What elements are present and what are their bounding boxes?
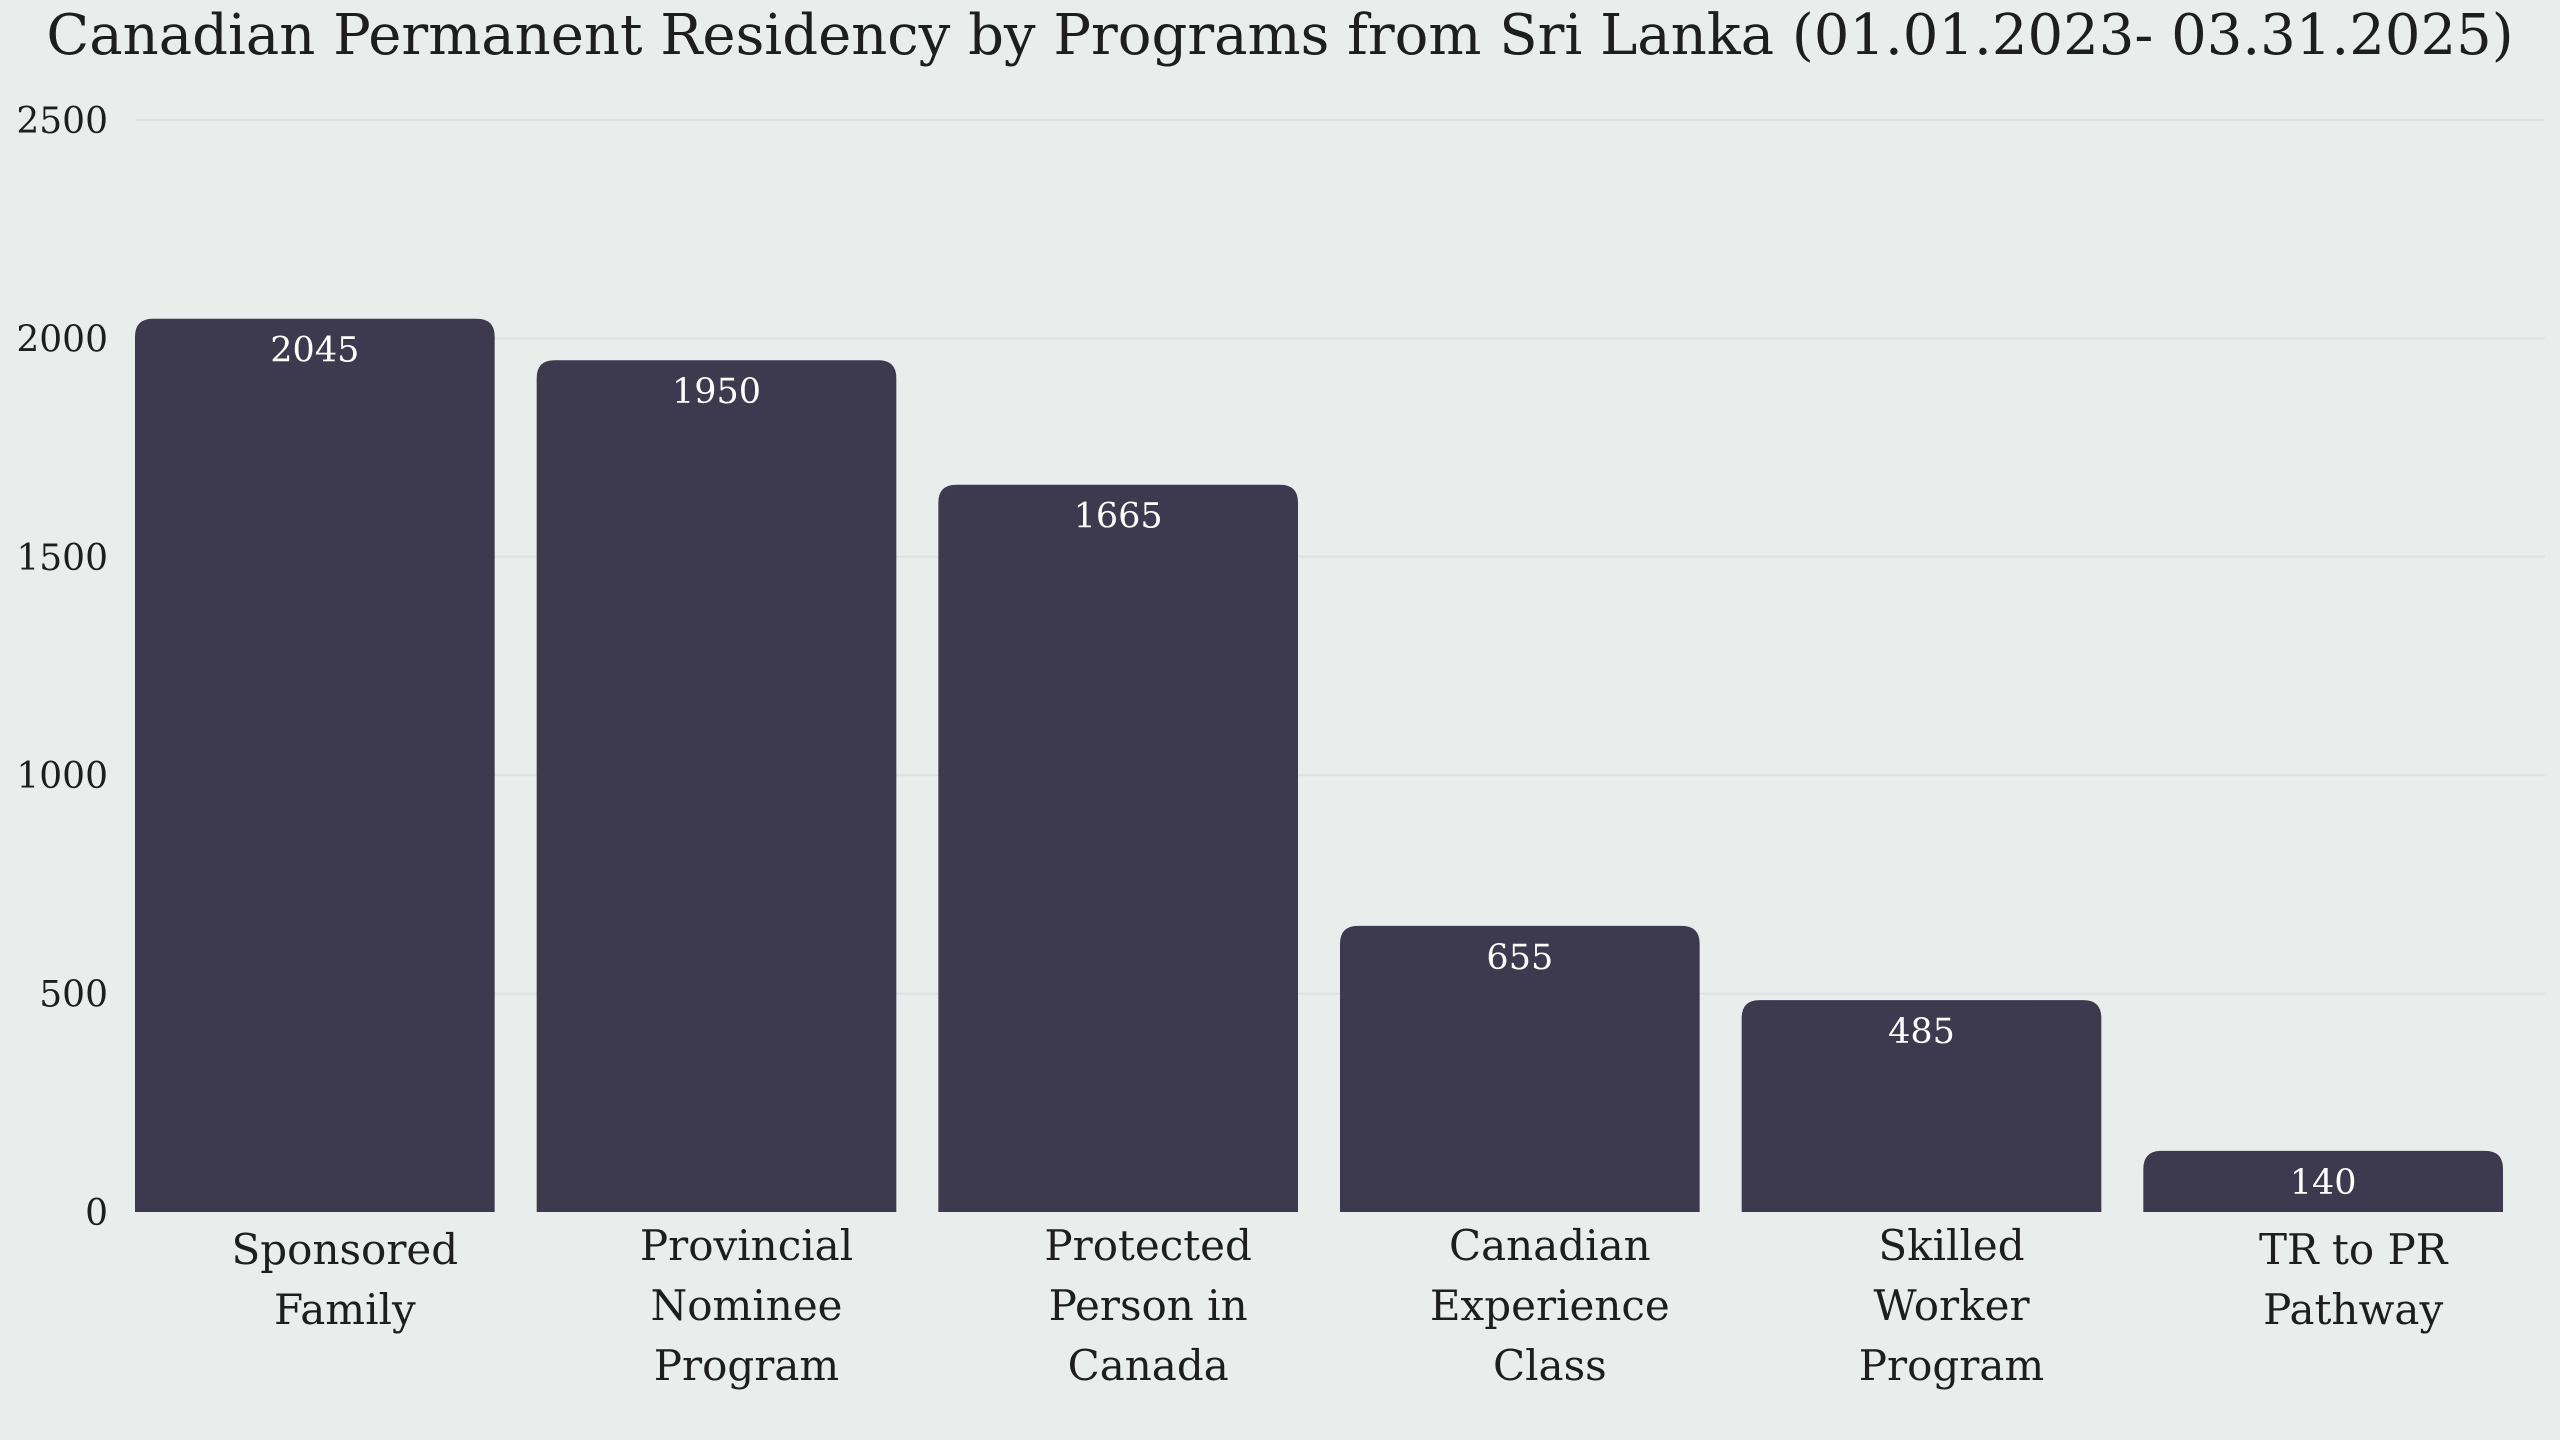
bar — [938, 484, 1298, 1212]
category-label: Skilled — [1878, 1221, 2024, 1270]
category-label: Provincial — [640, 1221, 853, 1270]
value-label: 485 — [1888, 1012, 1955, 1052]
category-label: Canadian — [1449, 1221, 1651, 1270]
y-tick-label: 0 — [85, 1193, 108, 1234]
value-label: 2045 — [270, 331, 359, 371]
category-label: TR to PR — [2259, 1225, 2449, 1274]
value-label: 1950 — [672, 372, 761, 412]
category-label: Canada — [1068, 1341, 1229, 1390]
y-tick-label: 1000 — [16, 756, 108, 797]
category-label: Pathway — [2263, 1285, 2443, 1334]
category-label: Nominee — [650, 1281, 842, 1330]
chart-title: Canadian Permanent Residency by Programs… — [46, 3, 2514, 68]
category-label: Program — [654, 1341, 839, 1390]
category-labels: Sponsored Family Provincial Nominee Program P… — [232, 1221, 2449, 1390]
category-label: Family — [274, 1285, 416, 1334]
bar — [2143, 1150, 2503, 1212]
category-label: Person in — [1049, 1281, 1248, 1330]
y-tick-label: 500 — [39, 975, 108, 1016]
value-label: 1665 — [1074, 497, 1163, 537]
bar — [135, 318, 495, 1212]
bar — [1741, 1000, 2102, 1212]
category-label: Program — [1859, 1341, 2044, 1390]
category-label: Worker — [1873, 1281, 2030, 1330]
category-label: Experience — [1430, 1281, 1670, 1330]
value-labels: 2045 1950 1665 655 485 140 — [270, 331, 2356, 1203]
y-tick-label: 2500 — [16, 101, 108, 142]
bar — [536, 360, 897, 1212]
category-label: Sponsored — [232, 1225, 459, 1274]
bar — [1340, 925, 1700, 1212]
value-label: 655 — [1486, 938, 1553, 978]
bars — [135, 318, 2503, 1212]
y-tick-label: 2000 — [16, 319, 108, 360]
gridlines — [135, 119, 2545, 995]
value-label: 140 — [2290, 1163, 2357, 1203]
category-label: Protected — [1044, 1221, 1252, 1270]
category-label: Class — [1493, 1341, 1607, 1390]
y-axis-ticks: 0 500 1000 1500 2000 2500 — [16, 101, 108, 1234]
y-tick-label: 1500 — [16, 538, 108, 579]
